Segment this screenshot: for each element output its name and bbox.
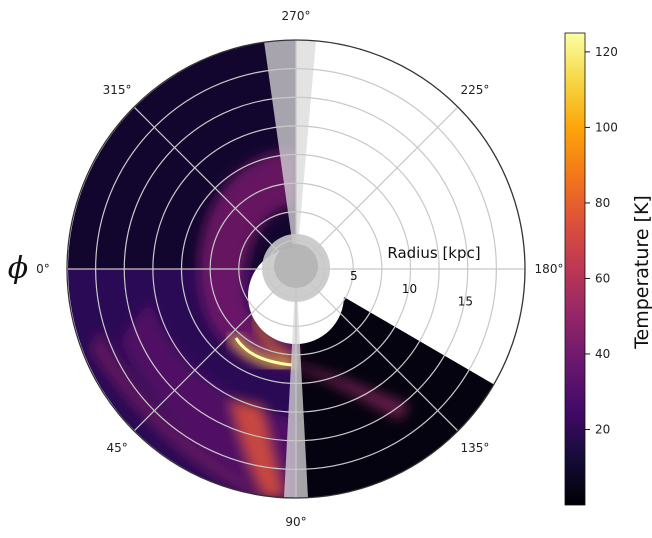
angular-tick-label: 90°: [285, 515, 306, 529]
polar-grid: [67, 40, 525, 498]
angular-axis-label: ϕ: [8, 251, 28, 286]
angular-tick-label: 315°: [103, 83, 132, 97]
colorbar-label: Temperature [K]: [631, 195, 652, 350]
colorbar-tick-label: 20: [595, 422, 610, 436]
angular-tick-label: 45°: [106, 441, 127, 455]
angular-tick-label: 0°: [36, 262, 50, 276]
radial-tick-label: 5: [350, 269, 358, 283]
radial-tick-labels: 5 10 15: [350, 269, 473, 309]
colorbar: 20 40 60 80 100 120 Temperature [K]: [564, 32, 652, 506]
angular-tick-label: 135°: [460, 441, 489, 455]
angular-grid-line: [133, 106, 297, 270]
angular-tick-label: 270°: [282, 9, 311, 23]
outer-spine: [66, 39, 526, 499]
angular-grid-line: [133, 268, 297, 432]
angular-tick-labels: 0° 45° 90° 135° 180° 225° 270° 315°: [36, 9, 563, 529]
colorbar-tick-label: 80: [595, 196, 610, 210]
colorbar-tick-label: 100: [595, 120, 618, 134]
angular-grid-line: [295, 106, 459, 270]
colorbar-tick-label: 40: [595, 347, 610, 361]
center-disk-inner: [274, 244, 318, 288]
angular-tick-label: 180°: [535, 262, 564, 276]
radial-axis-label: Radius [kpc]: [387, 244, 480, 262]
radial-tick-label: 10: [402, 282, 417, 296]
radial-tick-label: 15: [458, 295, 473, 309]
colorbar-gradient: [564, 32, 586, 506]
colorbar-tick-label: 120: [595, 45, 618, 59]
angular-tick-label: 225°: [460, 83, 489, 97]
colorbar-tick-label: 60: [595, 271, 610, 285]
colorbar-ticks: 20 40 60 80 100 120: [585, 45, 618, 436]
angular-grid-line: [295, 268, 459, 432]
